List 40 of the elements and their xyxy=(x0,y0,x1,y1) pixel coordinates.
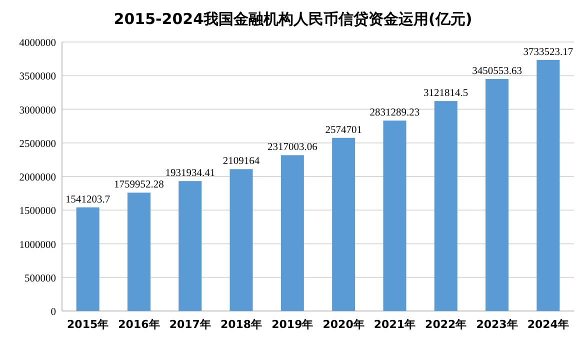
x-tick-label: 2017年 xyxy=(169,318,211,331)
bar xyxy=(230,169,253,311)
x-tick-label: 2020年 xyxy=(322,318,364,331)
data-label: 2109164 xyxy=(222,156,260,168)
data-label: 3450553.63 xyxy=(472,66,522,77)
bar xyxy=(383,120,406,311)
x-tick-label: 2019年 xyxy=(272,318,314,331)
y-tick-label: 1500000 xyxy=(19,206,56,218)
x-tick-label: 2024年 xyxy=(527,318,569,331)
bar xyxy=(76,207,100,311)
y-tick-label: 3500000 xyxy=(19,72,56,83)
y-tick-label: 500000 xyxy=(24,273,56,284)
data-label: 2317003.06 xyxy=(267,142,318,154)
bar xyxy=(434,101,458,311)
y-tick-label: 3000000 xyxy=(19,105,56,116)
y-tick-label: 2000000 xyxy=(19,172,56,184)
y-tick-label: 4000000 xyxy=(19,38,56,49)
y-tick-label: 0 xyxy=(50,307,56,318)
data-label: 1759952.28 xyxy=(114,180,164,191)
bar xyxy=(178,181,202,311)
x-tick-label: 2021年 xyxy=(374,318,416,331)
bar xyxy=(332,138,356,311)
bar xyxy=(536,60,560,311)
bar xyxy=(280,155,304,311)
bar xyxy=(127,192,150,311)
data-label: 1541203.7 xyxy=(66,194,110,206)
chart-title: 2015-2024我国金融机构人民币信贷资金运用(亿元) xyxy=(114,10,472,28)
data-label: 3733523.17 xyxy=(523,46,574,58)
x-tick-label: 2022年 xyxy=(425,318,467,331)
data-label: 3121814.5 xyxy=(424,88,468,100)
data-label: 2574701 xyxy=(325,124,362,136)
data-label: 2831289.23 xyxy=(370,108,420,119)
y-tick-label: 2500000 xyxy=(19,138,56,150)
x-tick-label: 2016年 xyxy=(118,318,160,331)
x-tick-label: 2023年 xyxy=(476,318,518,331)
x-tick-label: 2015年 xyxy=(67,318,109,331)
x-tick-label: 2018年 xyxy=(220,318,262,331)
data-label: 1931934.41 xyxy=(165,168,216,180)
y-tick-label: 1000000 xyxy=(19,240,56,251)
bar xyxy=(486,78,509,311)
